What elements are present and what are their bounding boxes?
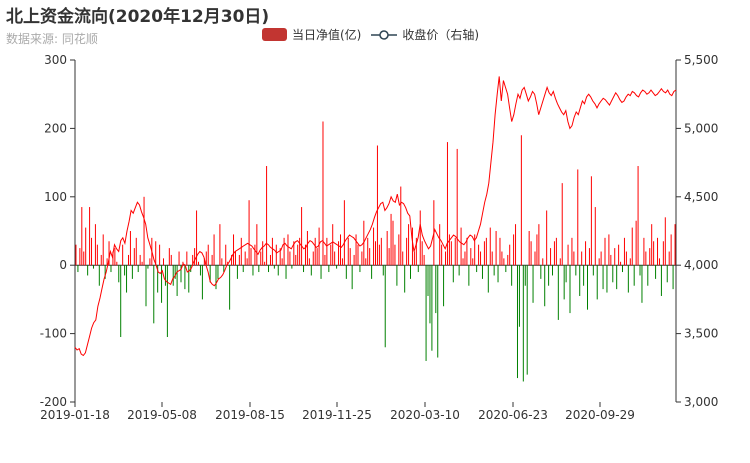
legend-bar-swatch <box>262 28 287 41</box>
tick-labels: 300 200 100 0 -100 -200 5,500 5,000 4,500 4,000 3,… <box>40 53 719 422</box>
x-tick-label: 2019-11-25 <box>302 408 372 422</box>
legend-label-close: 收盘价（右轴) <box>402 28 480 42</box>
price-line <box>74 76 677 357</box>
y-left-tick-label: 200 <box>44 121 67 135</box>
y-right-tick-label: 3,000 <box>684 395 718 409</box>
legend-line-swatch <box>371 29 398 40</box>
x-tick-label: 2019-08-15 <box>215 408 285 422</box>
y-left-tick-label: -100 <box>40 327 67 341</box>
bars <box>75 121 676 382</box>
x-tick-label: 2020-09-29 <box>565 408 635 422</box>
y-right-tick-label: 4,000 <box>684 258 718 272</box>
x-tick-label: 2020-03-10 <box>390 408 460 422</box>
x-tick-label: 2020-06-23 <box>478 408 548 422</box>
chart-subtitle: 数据来源: 同花顺 <box>6 32 98 46</box>
close-price-line <box>74 76 677 357</box>
y-left-tick-label: 0 <box>59 258 67 272</box>
y-right-tick-label: 3,500 <box>684 327 718 341</box>
y-left-tick-label: 100 <box>44 190 67 204</box>
y-left-tick-label: -200 <box>40 395 67 409</box>
legend-label-net: 当日净值(亿) <box>292 28 362 42</box>
legend-item-net[interactable]: 当日净值(亿) <box>262 26 361 43</box>
y-left-tick-label: 300 <box>44 53 67 67</box>
legend-item-close[interactable]: 收盘价（右轴) <box>371 26 479 43</box>
y-right-tick-label: 5,000 <box>684 121 718 135</box>
y-right-tick-label: 5,500 <box>684 53 718 67</box>
x-tick-label: 2019-01-18 <box>40 408 110 422</box>
x-tick-label: 2019-05-08 <box>127 408 197 422</box>
chart-title: 北上资金流向(2020年12月30日) <box>6 7 270 27</box>
axes <box>70 59 681 407</box>
legend: 当日净值(亿) 收盘价（右轴) <box>262 26 479 43</box>
y-right-tick-label: 4,500 <box>684 190 718 204</box>
